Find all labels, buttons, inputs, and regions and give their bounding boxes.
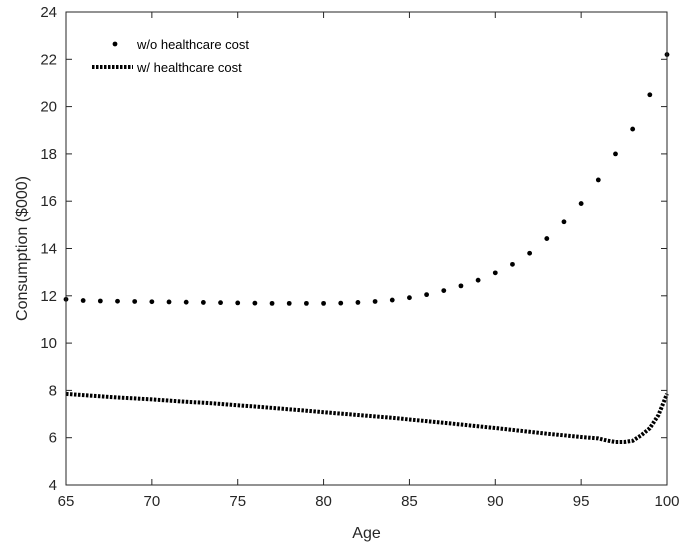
y-axis-label: Consumption ($000) [14,176,31,321]
data-point-without-healthcare [510,261,515,267]
data-point-without-healthcare [407,295,412,301]
data-point-without-healthcare [286,300,292,306]
data-point-without-healthcare [441,288,447,293]
y-tick-label: 24 [40,4,57,21]
data-point-without-healthcare [372,299,378,304]
x-tick-label: 75 [229,493,246,510]
data-point-without-healthcare [492,270,498,276]
plot-area [66,12,667,485]
x-tick-label: 85 [401,493,418,510]
x-tick-label: 100 [654,493,679,510]
data-point-without-healthcare [527,250,533,256]
x-tick-label: 65 [58,493,75,510]
y-tick-label: 14 [40,241,57,258]
x-tick-label: 90 [487,493,504,510]
y-tick-label: 4 [49,477,57,494]
y-tick-label: 6 [49,430,57,447]
x-tick-label: 95 [573,493,590,510]
data-point-without-healthcare [218,300,223,306]
y-tick-label: 16 [40,193,57,210]
y-tick-label: 10 [40,335,57,352]
legend-label-with-healthcare: w/ healthcare cost [136,60,242,75]
data-point-without-healthcare [304,300,309,306]
data-point-without-healthcare [647,92,653,98]
y-tick-label: 18 [40,146,57,163]
data-point-without-healthcare [200,300,206,305]
data-point-without-healthcare [149,299,155,305]
data-point-without-healthcare [475,277,481,283]
y-tick-label: 12 [40,288,57,305]
data-point-without-healthcare [235,300,241,306]
legend-marker-without-healthcare [112,41,118,47]
data-point-without-healthcare [355,300,361,305]
data-point-without-healthcare [252,300,258,306]
x-tick-label: 80 [315,493,332,510]
data-point-without-healthcare [544,236,550,241]
data-point-without-healthcare [132,299,138,304]
y-tick-label: 20 [40,99,57,116]
data-point-without-healthcare [321,300,326,306]
data-point-without-healthcare [183,299,189,305]
data-point-without-healthcare [389,297,395,303]
series-layer [63,52,670,444]
data-point-without-healthcare [613,151,618,157]
legend: w/o healthcare cost w/ healthcare cost [92,37,249,75]
x-tick-label: 70 [144,493,161,510]
data-point-without-healthcare [166,299,172,305]
data-point-without-healthcare [80,298,86,303]
data-point-without-healthcare [269,300,275,306]
data-point-without-healthcare [115,298,120,304]
data-point-without-healthcare [338,300,344,306]
data-point-without-healthcare [595,177,601,183]
data-point-without-healthcare [97,298,103,304]
y-tick-label: 22 [40,51,57,68]
data-point-without-healthcare [458,283,464,289]
legend-label-without-healthcare: w/o healthcare cost [136,37,249,52]
data-point-without-healthcare [630,126,636,132]
x-axis-label: Age [352,525,381,542]
data-point-without-healthcare [424,292,429,298]
data-point-without-healthcare [578,201,584,206]
y-tick-label: 8 [49,382,57,399]
ticks-layer: 65 70 75 80 85 90 95 100 4 6 8 10 12 14 16 18 20 22 24 [40,4,679,510]
data-point-without-healthcare [561,219,567,225]
